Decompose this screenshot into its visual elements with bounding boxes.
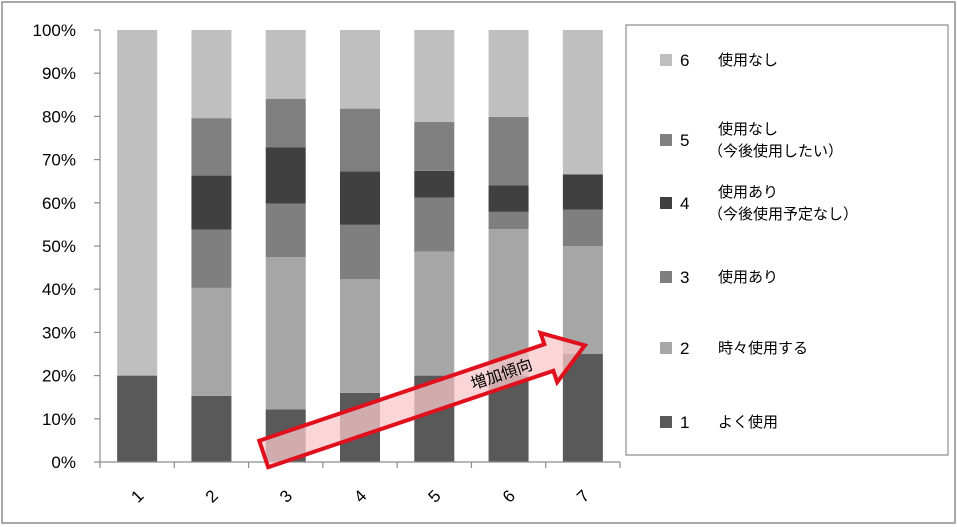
bar-segment-7-series-4: [562, 174, 603, 210]
bar-segment-4-series-3: [340, 224, 380, 280]
bar-segment-2-series-2: [191, 287, 232, 396]
bar-segment-7-series-6: [562, 30, 603, 175]
y-tick-label: 100%: [33, 21, 76, 40]
bar-segment-3-series-4: [265, 147, 306, 204]
legend-swatch-3: [660, 271, 672, 283]
legend-number-4: 4: [680, 194, 689, 213]
legend-swatch-6: [660, 54, 672, 66]
legend-label-3: 使用あり: [718, 268, 778, 286]
bar-segment-2-series-5: [191, 118, 232, 176]
y-tick-label: 30%: [42, 323, 76, 342]
trend-annotation: 増加傾向: [256, 329, 589, 470]
bar-segment-6-series-6: [488, 30, 529, 117]
legend-label-6: 使用なし: [718, 51, 778, 69]
bars-layer: [117, 30, 603, 462]
axes-layer: 0%10%20%30%40%50%60%70%80%90%100%1 2 3 4 5 6 7: [33, 21, 621, 506]
bar-segment-5-series-6: [414, 30, 455, 123]
bar-segment-5-series-4: [414, 170, 455, 198]
legend-number-3: 3: [680, 268, 689, 287]
legend-label-4: 使用あり: [718, 183, 778, 201]
bar-segment-6-series-4: [488, 185, 529, 212]
legend-label-5: 使用なし: [718, 120, 778, 138]
trend-arrow: [256, 329, 589, 470]
y-tick-label: 70%: [42, 151, 76, 170]
bar-segment-7-series-1: [562, 354, 603, 462]
bar-segment-2-series-6: [191, 30, 232, 119]
y-tick-label: 40%: [42, 280, 76, 299]
bar-segment-3-series-3: [265, 203, 306, 258]
bar-segment-3-series-2: [265, 257, 306, 410]
bar-segment-5-series-5: [414, 122, 455, 171]
bar-segment-4-series-5: [340, 108, 380, 172]
y-tick-label: 50%: [42, 237, 76, 256]
legend-number-2: 2: [680, 339, 689, 358]
y-tick-label: 20%: [42, 367, 76, 386]
bar-segment-5-series-2: [414, 251, 455, 376]
legend-number-1: 1: [680, 413, 689, 432]
y-tick-label: 0%: [51, 453, 76, 472]
bar-segment-7-series-3: [562, 209, 603, 246]
legend-swatch-4: [660, 197, 672, 209]
legend-number-6: 6: [680, 51, 689, 70]
y-tick-label: 60%: [42, 194, 76, 213]
bar-segment-1-series-6: [117, 30, 158, 376]
legend-label-4: （今後使用予定なし）: [708, 205, 858, 223]
bar-segment-2-series-1: [191, 395, 232, 462]
bar-segment-3-series-6: [265, 30, 306, 99]
bar-segment-5-series-3: [414, 197, 455, 252]
bar-segment-7-series-2: [562, 246, 603, 354]
bar-segment-6-series-3: [488, 211, 529, 230]
legend-box: [625, 24, 949, 456]
bar-segment-2-series-4: [191, 175, 232, 230]
legend-swatch-2: [660, 342, 672, 354]
bar-segment-1-series-1: [117, 375, 158, 462]
legend-label-5: （今後使用したい）: [708, 142, 843, 160]
legend: 6 使用なし 5 使用なし （今後使用したい） 4 使用あり （今後使用予定なし） 3 使用あり 2…: [625, 24, 949, 456]
bar-segment-6-series-5: [488, 116, 529, 186]
legend-swatch-1: [660, 416, 672, 428]
bar-segment-4-series-4: [340, 171, 380, 225]
bar-segment-4-series-2: [340, 279, 380, 393]
y-tick-label: 10%: [42, 410, 76, 429]
bar-segment-2-series-3: [191, 229, 232, 288]
bar-segment-3-series-5: [265, 98, 306, 148]
y-tick-label: 80%: [42, 107, 76, 126]
y-tick-label: 90%: [42, 64, 76, 83]
legend-label-1: よく使用: [718, 413, 778, 431]
legend-swatch-5: [660, 134, 672, 146]
bar-segment-4-series-6: [340, 30, 380, 109]
legend-label-2: 時々使用する: [718, 339, 808, 357]
legend-number-5: 5: [680, 131, 689, 150]
